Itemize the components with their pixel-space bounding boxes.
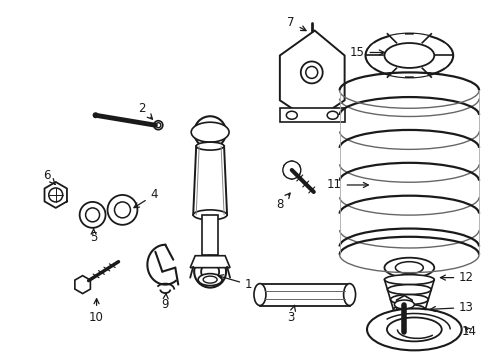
Text: 5: 5 — [90, 228, 97, 244]
Text: 2: 2 — [138, 102, 152, 119]
Ellipse shape — [198, 274, 222, 285]
Ellipse shape — [384, 258, 433, 278]
Ellipse shape — [386, 318, 441, 341]
Ellipse shape — [286, 111, 297, 119]
Ellipse shape — [203, 276, 217, 283]
Polygon shape — [260, 284, 349, 306]
Polygon shape — [279, 108, 344, 122]
Ellipse shape — [395, 262, 423, 274]
Ellipse shape — [194, 256, 225, 288]
Ellipse shape — [384, 275, 433, 285]
Text: 9: 9 — [161, 292, 169, 311]
Ellipse shape — [365, 33, 452, 77]
Ellipse shape — [201, 123, 219, 141]
Text: 13: 13 — [429, 301, 473, 314]
Ellipse shape — [85, 208, 100, 222]
Text: 7: 7 — [287, 16, 305, 31]
Text: 11: 11 — [326, 179, 367, 192]
Text: 14: 14 — [461, 325, 476, 338]
Ellipse shape — [305, 67, 317, 78]
Ellipse shape — [92, 112, 99, 118]
Text: 4: 4 — [134, 188, 158, 208]
Polygon shape — [190, 256, 229, 268]
Ellipse shape — [366, 309, 461, 350]
Ellipse shape — [156, 123, 161, 128]
Ellipse shape — [343, 284, 355, 306]
Ellipse shape — [300, 62, 322, 84]
Polygon shape — [396, 296, 411, 314]
Text: 3: 3 — [287, 305, 295, 324]
Ellipse shape — [201, 263, 219, 280]
Ellipse shape — [282, 161, 300, 179]
Text: 10: 10 — [89, 299, 104, 324]
Polygon shape — [202, 215, 218, 255]
Ellipse shape — [253, 284, 265, 306]
Polygon shape — [193, 146, 226, 215]
Polygon shape — [75, 276, 90, 293]
Polygon shape — [284, 161, 299, 179]
Ellipse shape — [326, 111, 337, 119]
Ellipse shape — [389, 294, 427, 305]
Text: 15: 15 — [349, 46, 384, 59]
Ellipse shape — [393, 305, 425, 315]
Text: 12: 12 — [440, 271, 473, 284]
Text: 6: 6 — [42, 168, 55, 184]
Ellipse shape — [196, 142, 224, 150]
Ellipse shape — [154, 121, 163, 130]
Ellipse shape — [114, 202, 130, 218]
Ellipse shape — [386, 285, 430, 294]
Ellipse shape — [191, 122, 228, 142]
Text: 1: 1 — [218, 275, 252, 291]
Ellipse shape — [394, 300, 413, 309]
Ellipse shape — [384, 43, 433, 68]
Ellipse shape — [194, 116, 225, 148]
Text: 8: 8 — [276, 193, 289, 211]
Ellipse shape — [49, 188, 62, 202]
Ellipse shape — [80, 202, 105, 228]
Ellipse shape — [193, 210, 226, 220]
Ellipse shape — [107, 195, 137, 225]
Polygon shape — [279, 31, 344, 110]
